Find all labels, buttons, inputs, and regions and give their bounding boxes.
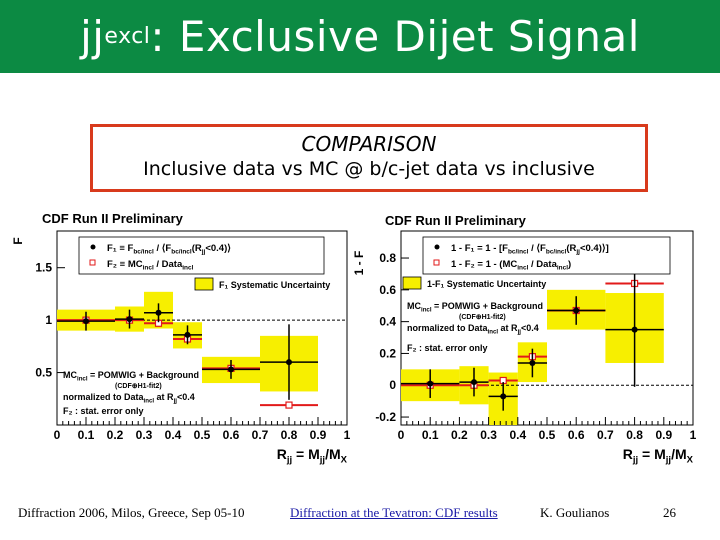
mc-note-line-2: (CDF⊕H1-fit2) xyxy=(459,314,506,321)
x-tick-label: 1 xyxy=(344,428,351,442)
mc-note-line-4: F₂ : stat. error only xyxy=(407,343,488,353)
f1-marker xyxy=(500,393,507,400)
title-subscript: excl xyxy=(104,24,151,49)
f1-marker xyxy=(228,366,234,373)
f2-marker xyxy=(285,401,293,409)
mc-note-line-2: (CDF⊕H1-fit2) xyxy=(115,383,162,390)
slide-title: jj excl: Exclusive Dijet Signal xyxy=(0,0,720,73)
x-axis-label: Rjj​ = Mjj​/MX​ xyxy=(277,446,348,466)
x-axis-label: Rjj​ = Mjj​/MX​ xyxy=(623,446,694,466)
x-tick-label: 0.2 xyxy=(107,428,124,442)
legend-f1-label: F₁ ≡ Fbc/incl​ / ⟨Fbc/incl​(Rjj​<0.4)⟩ xyxy=(107,243,231,255)
mc-note-line-4: F₂ : stat. error only xyxy=(63,406,144,416)
x-tick-label: 0.4 xyxy=(165,428,182,442)
y-tick-label: 1.5 xyxy=(35,261,52,275)
mc-note-line-1: MCincl​ = POMWIG + Background xyxy=(407,301,543,313)
legend-band-label: F₁ Systematic Uncertainty xyxy=(219,280,330,290)
legend-f1-marker xyxy=(90,244,96,250)
f1-marker xyxy=(184,331,191,338)
legend-f1-marker xyxy=(434,244,440,250)
f1-marker xyxy=(529,359,536,366)
title-rest: : Exclusive Dijet Signal xyxy=(150,12,640,61)
x-tick-label: 0.7 xyxy=(597,428,614,442)
legend-box xyxy=(78,236,325,275)
y-tick-label: 0.5 xyxy=(35,366,52,380)
x-tick-label: 0.4 xyxy=(509,428,526,442)
x-tick-label: 0.6 xyxy=(568,428,585,442)
x-tick-label: 1 xyxy=(690,428,697,442)
footer-talk-link[interactable]: Diffraction at the Tevatron: CDF results xyxy=(290,505,498,520)
f1-marker xyxy=(427,380,434,387)
comparison-subtitle: Inclusive data vs MC @ b/c-jet data vs i… xyxy=(143,158,595,180)
legend-f1-label: 1 - F₁ = 1 - [Fbc/incl​ / ⟨Fbc/incl​(Rjj… xyxy=(451,243,609,255)
legend-f2-marker xyxy=(89,259,96,266)
x-tick-label: 0.1 xyxy=(78,428,95,442)
chart-header: CDF Run II Preliminary xyxy=(385,213,527,228)
f1-marker xyxy=(471,379,477,386)
f1-marker xyxy=(126,316,133,323)
legend-band-swatch xyxy=(194,277,214,291)
f1-marker xyxy=(573,307,580,314)
legend-f2-label: 1 - F₂ = 1 - (MCincl​ / Dataincl​) xyxy=(451,259,571,271)
legend-band-label: 1-F₁ Systematic Uncertainty xyxy=(427,279,546,289)
f1-marker xyxy=(286,359,292,366)
x-tick-label: 0.8 xyxy=(281,428,298,442)
x-tick-label: 0.1 xyxy=(422,428,439,442)
f1-marker xyxy=(631,326,638,333)
chart-one-minus-f: CDF Run II Preliminary 0 0.1 0.2 0.3 0.4 0.5 0.… xyxy=(352,213,697,466)
f1-marker xyxy=(155,309,162,316)
x-tick-label: 0.6 xyxy=(223,428,240,442)
y-tick-label: 0.8 xyxy=(379,251,396,265)
legend-f2-marker xyxy=(433,259,440,266)
slide-footer: Diffraction 2006, Milos, Greece, Sep 05-… xyxy=(0,505,720,529)
comparison-box: COMPARISON Inclusive data vs MC @ b/c-je… xyxy=(90,124,648,192)
footer-author: K. Goulianos xyxy=(540,505,610,520)
footer-conference: Diffraction 2006, Milos, Greece, Sep 05-… xyxy=(18,505,245,520)
title-prefix: jj xyxy=(80,12,105,61)
footer-page-number: 26 xyxy=(663,505,676,520)
y-tick-label: 0.6 xyxy=(379,283,396,297)
x-tick-label: 0 xyxy=(398,428,405,442)
x-tick-label: 0 xyxy=(54,428,61,442)
f1-marker xyxy=(83,318,89,325)
y-axis-label: F xyxy=(11,237,25,244)
mc-note-line-3: normalized to Dataincl​ at Rjj​<0.4 xyxy=(407,323,539,335)
y-tick-label: 0 xyxy=(389,378,396,392)
x-tick-label: 0.2 xyxy=(451,428,468,442)
y-tick-label: 1 xyxy=(45,313,52,327)
x-tick-label: 0.5 xyxy=(194,428,211,442)
x-tick-label: 0.8 xyxy=(626,428,643,442)
chart-header: CDF Run II Preliminary xyxy=(42,211,184,226)
chart-f-ratio: CDF Run II Preliminary 0 0.1 0.2 0.3 0.4 0.5 0.… xyxy=(11,211,351,466)
y-tick-label: -0.2 xyxy=(375,410,396,424)
comparison-title: COMPARISON xyxy=(301,132,437,156)
y-axis-label: 1 - F xyxy=(352,251,366,276)
x-tick-label: 0.5 xyxy=(539,428,556,442)
x-tick-label: 0.3 xyxy=(480,428,497,442)
x-tick-label: 0.3 xyxy=(136,428,153,442)
legend-band-swatch xyxy=(402,276,422,290)
y-tick-label: 0.2 xyxy=(379,346,396,360)
y-tick-label: 0.4 xyxy=(379,315,396,329)
legend-box xyxy=(422,236,671,275)
legend-f2-label: F₂ ≡ MCincl​ / Dataincl​ xyxy=(107,259,194,271)
mc-note-line-1: MCincl​ = POMWIG + Background xyxy=(63,370,199,382)
x-tick-label: 0.9 xyxy=(310,428,327,442)
x-tick-label: 0.7 xyxy=(252,428,269,442)
mc-note-line-3: normalized to Dataincl​ at Rjj​<0.4 xyxy=(63,392,195,404)
x-tick-label: 0.9 xyxy=(655,428,672,442)
